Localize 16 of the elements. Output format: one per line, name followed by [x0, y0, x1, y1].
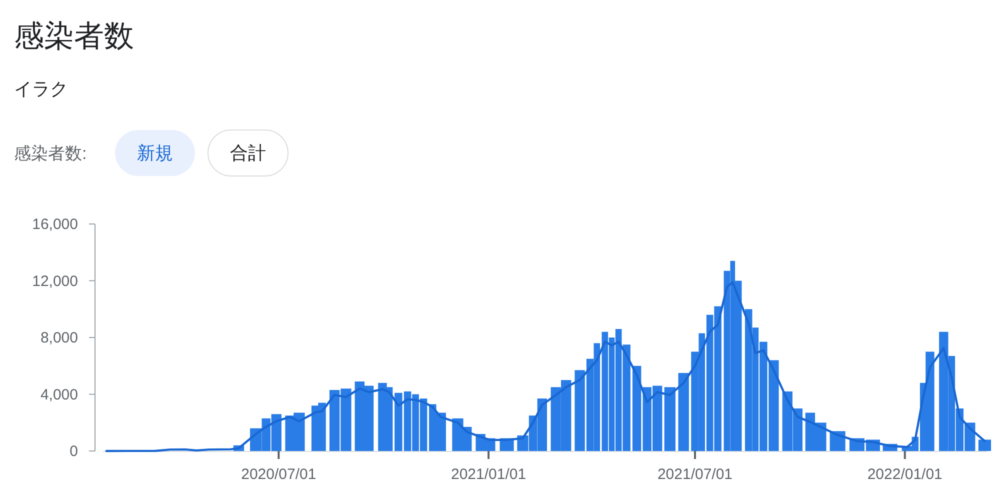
- button: 合計: [208, 130, 288, 176]
- bar: [664, 387, 676, 451]
- subtitle: イラク: [14, 79, 68, 99]
- x-tick-label: 2020/07/01: [241, 466, 316, 483]
- y-tick-label: 16,000: [32, 216, 78, 233]
- x-tick-label: 2021/01/01: [451, 466, 526, 483]
- y-tick-label: 8,000: [40, 330, 78, 346]
- title: 感染者数: [14, 20, 134, 53]
- y-tick-label: 4,000: [40, 386, 78, 404]
- x-tick-label: 2021/07/01: [657, 466, 733, 483]
- button: 新規: [115, 130, 195, 176]
- text: 感染者数:: [14, 144, 87, 163]
- y-tick-label: 0: [70, 443, 78, 460]
- x-tick-label: 2022/01/01: [867, 466, 942, 483]
- y-tick-label: 12,000: [32, 272, 78, 290]
- bar: [678, 372, 689, 451]
